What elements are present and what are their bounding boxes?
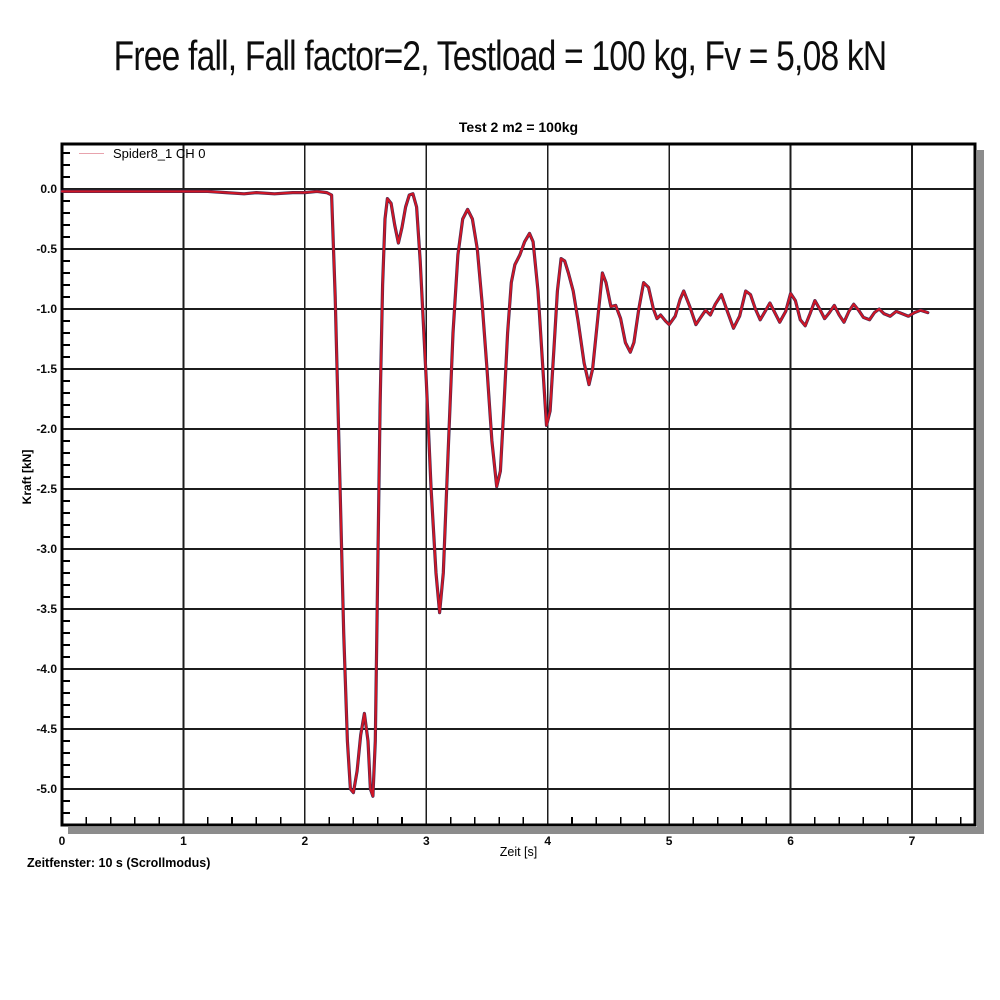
page-title: Free fall, Fall factor=2, Testload = 100… <box>113 32 888 79</box>
x-tick-label: 1 <box>180 834 187 848</box>
x-tick-label: 6 <box>787 834 794 848</box>
x-tick-label: 0 <box>59 834 66 848</box>
legend-line-sample <box>79 153 104 154</box>
y-tick-label: -4.5 <box>36 722 57 736</box>
x-tick-label: 3 <box>423 834 430 848</box>
y-tick-label: -5.0 <box>36 782 57 796</box>
y-tick-label: -2.5 <box>36 482 57 496</box>
x-axis-title: Zeit [s] <box>499 845 538 859</box>
time-window-status: Zeitfenster: 10 s (Scrollmodus) <box>27 856 211 870</box>
legend-label: Spider8_1 CH 0 <box>113 146 206 161</box>
data-series-line <box>60 190 929 798</box>
y-tick-label: -3.0 <box>36 542 57 556</box>
plot-frame <box>60 142 977 827</box>
y-tick-label: 0.0 <box>40 182 57 196</box>
x-tick-label: 5 <box>666 834 673 848</box>
x-tick-label: 4 <box>544 834 551 848</box>
y-tick-label: -2.0 <box>36 422 57 436</box>
frame-shadow-right <box>977 150 984 834</box>
frame-shadow-bottom <box>68 827 983 834</box>
legend: Spider8_1 CH 0 <box>79 146 206 161</box>
y-axis-title: Kraft [kN] <box>20 449 34 505</box>
y-tick-label: -3.5 <box>36 602 57 616</box>
chart-title: Test 2 m2 = 100kg <box>458 119 579 135</box>
y-tick-label: -4.0 <box>36 662 57 676</box>
y-tick-label: -0.5 <box>36 242 57 256</box>
x-tick-label: 7 <box>909 834 916 848</box>
y-tick-label: -1.5 <box>36 362 57 376</box>
y-tick-label: -1.0 <box>36 302 57 316</box>
x-tick-label: 2 <box>302 834 309 848</box>
data-series-line-core <box>60 189 930 798</box>
